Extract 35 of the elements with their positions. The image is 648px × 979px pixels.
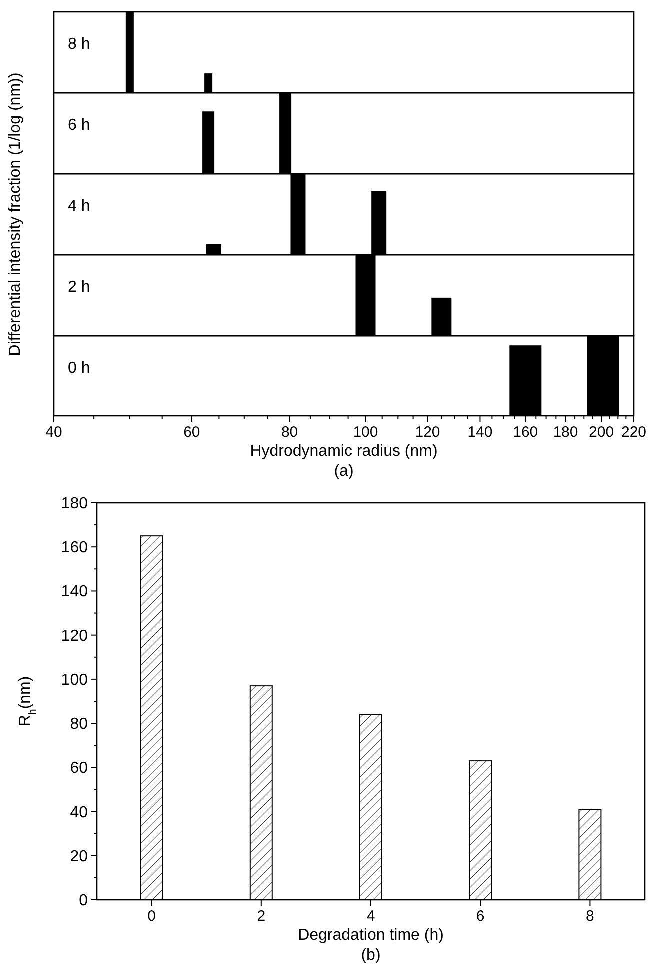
x-tick-label: 4 [366,908,376,925]
text: 6 h [68,117,90,134]
y-tick-label: 0 [79,892,88,910]
text: (b) [361,947,381,964]
x-tick-label: 60 [184,424,200,441]
y-tick-label: 140 [61,584,88,601]
y-tick-label: 180 [61,496,88,512]
x-tick-label: 120 [415,424,440,441]
y-axis-title: Differential intensity fraction (1/log (nm)) [7,72,24,356]
y-tick-label: 80 [70,716,88,734]
y-tick-label: 120 [61,628,88,645]
x-tick-label: 6 [476,908,485,925]
x-axis-title: Hydrodynamic radius (nm) [250,443,438,460]
x-tick-label: 220 [621,424,647,441]
y-tick-label: 20 [70,848,88,866]
text: 8 h [68,36,90,53]
x-tick-label: 100 [353,424,378,441]
x-tick-label: 40 [46,424,62,441]
text: (a) [334,463,354,480]
text: 2 h [68,279,90,296]
y-tick-label: 160 [61,540,88,557]
text: 4 h [68,198,90,215]
x-tick-label: 8 [586,908,594,925]
x-tick-label: 0 [148,908,156,925]
x-tick-label: 160 [513,424,538,441]
x-tick-label: 200 [589,424,614,441]
x-tick-label: 2 [257,908,266,925]
x-tick-label: 180 [553,424,578,441]
y-tick-label: 100 [61,672,88,689]
x-tick-label: 80 [281,424,298,441]
y-tick-label: 60 [70,760,88,778]
x-axis-title: Degradation time (h) [298,927,444,944]
x-tick-label: 140 [468,424,493,441]
y-tick-label: 40 [70,804,88,822]
text: 0 h [68,360,90,377]
